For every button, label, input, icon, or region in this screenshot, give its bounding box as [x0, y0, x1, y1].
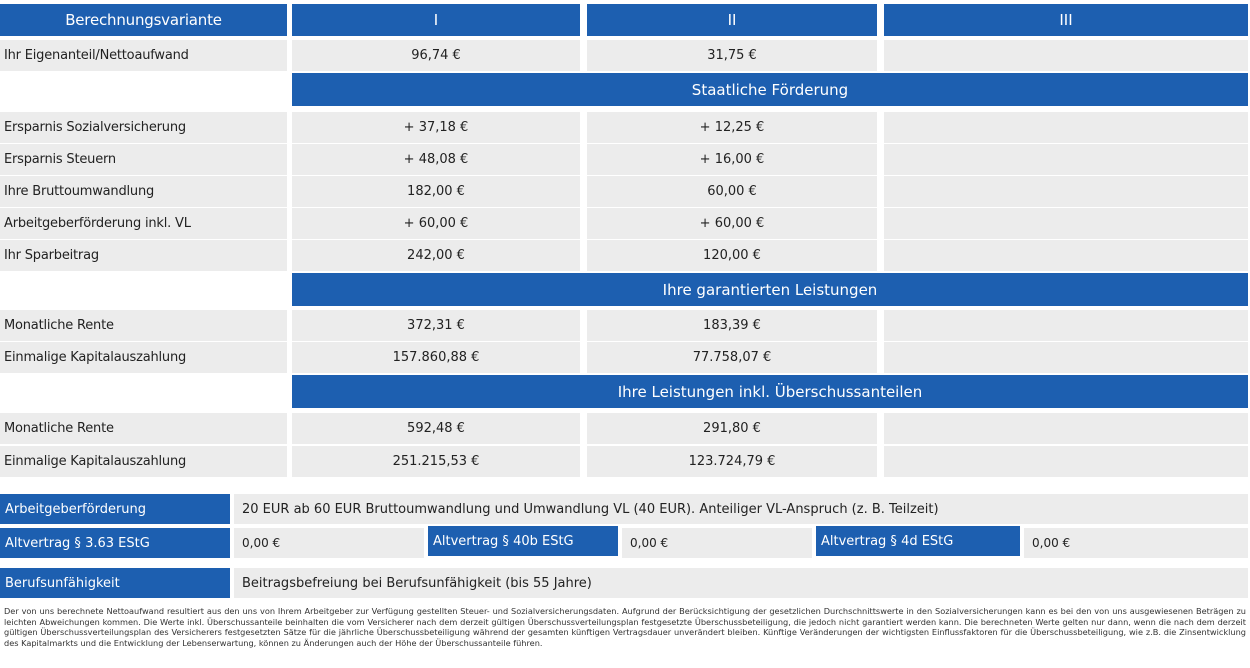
- value-i: 251.215,53 €: [292, 446, 580, 477]
- value-i: + 60,00 €: [292, 208, 580, 239]
- old-contract-363-label: Altvertrag § 3.63 EStG: [0, 528, 230, 558]
- value-ii: 120,00 €: [587, 240, 877, 271]
- row-label: Monatliche Rente: [0, 310, 287, 341]
- value-i: 182,00 €: [292, 176, 580, 207]
- table-row: Ersparnis Steuern + 48,08 € + 16,00 €: [0, 144, 1248, 175]
- value-ii: + 12,25 €: [587, 112, 877, 143]
- value-iii: [884, 176, 1248, 207]
- value-ii: 123.724,79 €: [587, 446, 877, 477]
- row-label: Arbeitgeberförderung inkl. VL: [0, 208, 287, 239]
- value-iii: [884, 446, 1248, 477]
- old-contract-4d-label: Altvertrag § 4d EStG: [816, 526, 1020, 556]
- header-label: Berechnungsvariante: [0, 4, 287, 36]
- value-ii: 291,80 €: [587, 413, 877, 444]
- table-row: Monatliche Rente 372,31 €183,39 €: [0, 310, 1248, 341]
- disability-label: Berufsunfähigkeit: [0, 568, 230, 598]
- value-ii: 31,75 €: [587, 40, 877, 71]
- footnote: Der von uns berechnete Nettoaufwand resu…: [4, 606, 1246, 648]
- table-row: Ihr Sparbeitrag 242,00 €120,00 €: [0, 240, 1248, 271]
- value-i: 372,31 €: [292, 310, 580, 341]
- value-ii: + 60,00 €: [587, 208, 877, 239]
- value-iii: [884, 310, 1248, 341]
- old-contract-363-value: 0,00 €: [234, 528, 424, 558]
- value-iii: [884, 144, 1248, 175]
- row-label: Ihr Eigenanteil/Nettoaufwand: [0, 40, 287, 71]
- old-contract-40b-value: 0,00 €: [622, 528, 812, 558]
- value-iii: [884, 413, 1248, 444]
- variant-ii-header: II: [587, 4, 877, 36]
- header-row: Berechnungsvariante I II III: [0, 4, 1248, 36]
- value-ii: 77.758,07 €: [587, 342, 877, 373]
- net-cost-row: Ihr Eigenanteil/Nettoaufwand 96,74 € 31,…: [0, 40, 1248, 71]
- row-label: Ihre Bruttoumwandlung: [0, 176, 287, 207]
- row-label: Einmalige Kapitalauszahlung: [0, 446, 287, 477]
- value-iii: [884, 40, 1248, 71]
- table-row: Monatliche Rente 592,48 €291,80 €: [0, 413, 1248, 444]
- old-contract-40b-label: Altvertrag § 40b EStG: [428, 526, 618, 556]
- value-i: 242,00 €: [292, 240, 580, 271]
- table-row: Ihre Bruttoumwandlung 182,00 €60,00 €: [0, 176, 1248, 207]
- employer-funding-label: Arbeitgeberförderung: [0, 494, 230, 524]
- row-label: Ersparnis Steuern: [0, 144, 287, 175]
- value-i: + 37,18 €: [292, 112, 580, 143]
- value-i: 157.860,88 €: [292, 342, 580, 373]
- row-label: Monatliche Rente: [0, 413, 287, 444]
- value-iii: [884, 240, 1248, 271]
- row-label: Einmalige Kapitalauszahlung: [0, 342, 287, 373]
- value-ii: 183,39 €: [587, 310, 877, 341]
- row-label: Ersparnis Sozialversicherung: [0, 112, 287, 143]
- value-ii: 60,00 €: [587, 176, 877, 207]
- variant-i-header: I: [292, 4, 580, 36]
- table-row: Arbeitgeberförderung inkl. VL + 60,00 € + …: [0, 208, 1248, 239]
- value-iii: [884, 208, 1248, 239]
- value-i: + 48,08 €: [292, 144, 580, 175]
- table-row: Einmalige Kapitalauszahlung 157.860,88 €7…: [0, 342, 1248, 373]
- value-iii: [884, 342, 1248, 373]
- row-label: Ihr Sparbeitrag: [0, 240, 287, 271]
- value-iii: [884, 112, 1248, 143]
- table-row: Ersparnis Sozialversicherung + 37,18 € + 1…: [0, 112, 1248, 143]
- variant-iii-header: III: [884, 4, 1248, 36]
- value-ii: + 16,00 €: [587, 144, 877, 175]
- section-title-guaranteed: Ihre garantierten Leistungen: [292, 273, 1248, 306]
- disability-text: Beitragsbefreiung bei Berufsunfähigkeit …: [234, 568, 1248, 598]
- section-title-surplus: Ihre Leistungen inkl. Überschussanteilen: [292, 375, 1248, 408]
- section-title-state-funding: Staatliche Förderung: [292, 73, 1248, 106]
- employer-funding-text: 20 EUR ab 60 EUR Bruttoumwandlung und Um…: [234, 494, 1248, 524]
- old-contract-4d-value: 0,00 €: [1024, 528, 1248, 558]
- value-i: 592,48 €: [292, 413, 580, 444]
- value-i: 96,74 €: [292, 40, 580, 71]
- table-row: Einmalige Kapitalauszahlung 251.215,53 €1…: [0, 446, 1248, 477]
